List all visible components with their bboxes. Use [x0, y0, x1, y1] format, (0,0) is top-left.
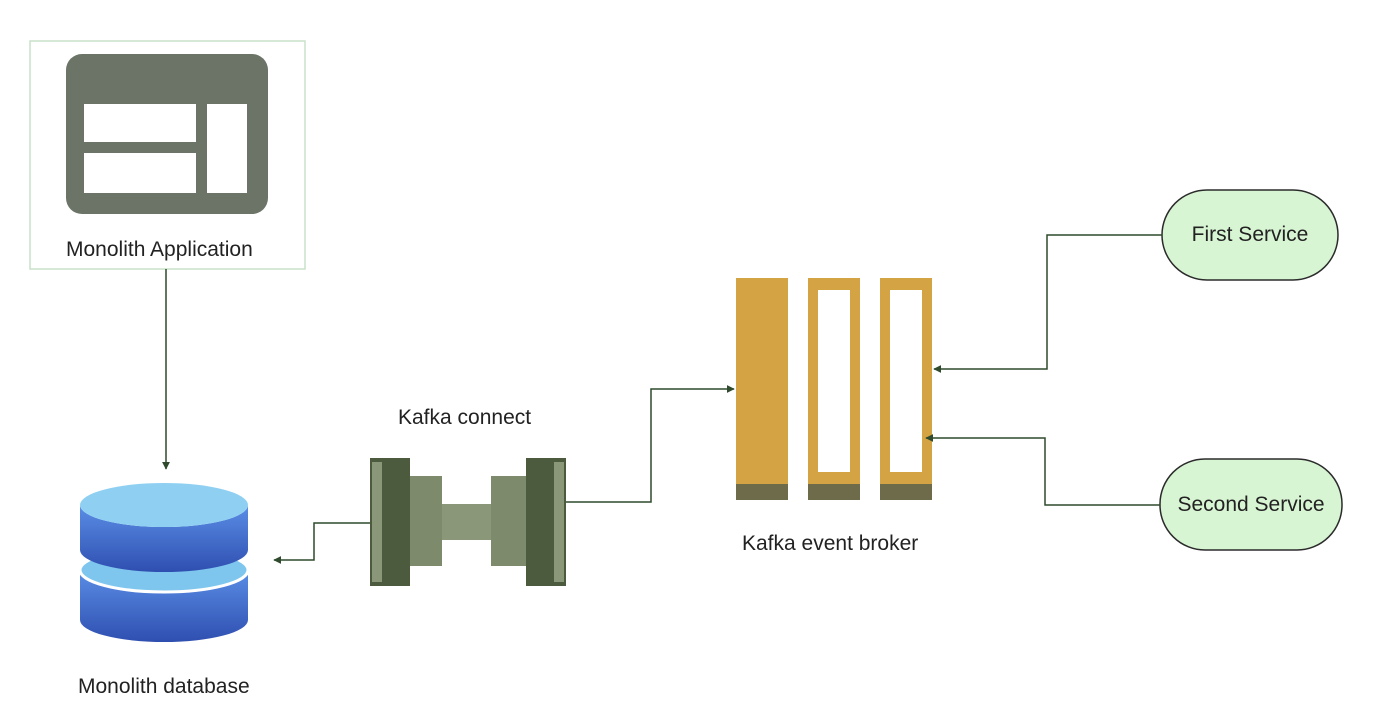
second-service-label: Second Service [1177, 493, 1325, 516]
edge-second-service-to-broker [925, 434, 1160, 506]
application-window-icon [66, 54, 268, 214]
database-icon[interactable] [78, 483, 250, 642]
monolith-app-node[interactable] [29, 40, 306, 270]
edge-connect-to-db [273, 522, 370, 564]
kafka-connect-label: Kafka connect [398, 406, 532, 429]
broker-partition-1 [736, 278, 788, 484]
kafka-connect-icon[interactable] [370, 458, 566, 586]
first-service-label: First Service [1191, 223, 1309, 246]
edge-connect-to-broker [566, 385, 735, 503]
kafka-broker-icon[interactable] [736, 278, 932, 500]
monolith-app-label: Monolith Application [66, 238, 253, 261]
monolith-db-label: Monolith database [78, 675, 250, 698]
edge-first-service-to-broker [933, 234, 1162, 373]
kafka-broker-label: Kafka event broker [742, 532, 919, 555]
